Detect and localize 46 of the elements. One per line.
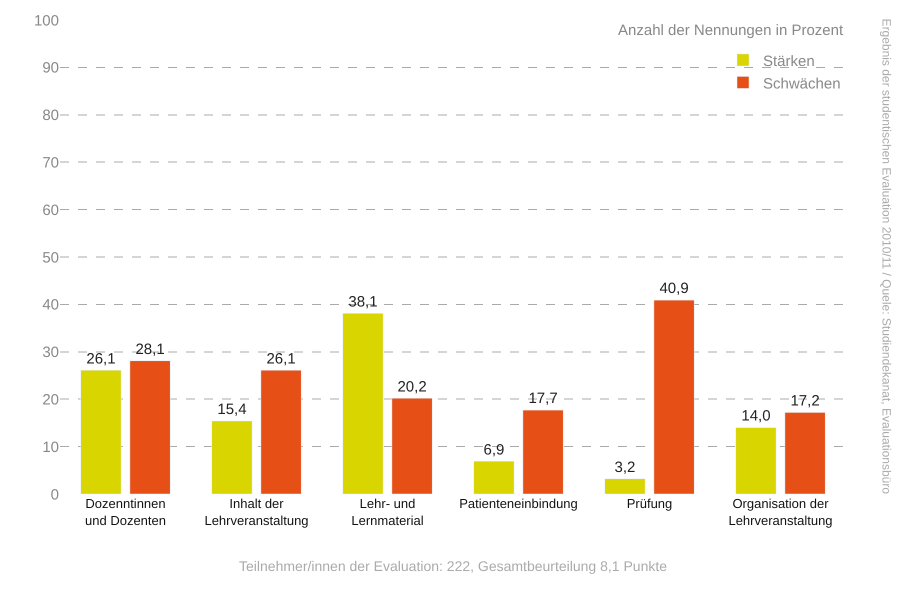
annotation: Anzahl der Nennungen in Prozent bbox=[618, 22, 844, 39]
y-tick-label: 40 bbox=[42, 296, 59, 314]
data-label: 17,2 bbox=[790, 392, 820, 410]
x-tick-label: Prüfung bbox=[626, 496, 672, 511]
bar bbox=[392, 398, 432, 494]
data-label: 28,1 bbox=[135, 340, 165, 358]
y-tick-label: 0 bbox=[50, 486, 59, 504]
data-label: 26,1 bbox=[86, 350, 116, 368]
x-tick-label: Dozenntinnen und Dozenten bbox=[85, 496, 166, 528]
x-tick-label: Patienteneinbindung bbox=[459, 496, 578, 511]
data-label: 3,2 bbox=[614, 458, 636, 476]
y-tick-label: 50 bbox=[42, 249, 59, 266]
data-label: 17,7 bbox=[528, 390, 558, 408]
data-label: 38,1 bbox=[348, 293, 378, 310]
y-tick-label: 80 bbox=[42, 107, 59, 124]
legend-label: Stärken bbox=[763, 52, 815, 70]
data-label: 15,4 bbox=[217, 401, 247, 418]
y-tick-label: 60 bbox=[42, 202, 59, 219]
y-tick-label: 30 bbox=[42, 344, 59, 362]
y-tick-label: 10 bbox=[42, 438, 59, 456]
bar bbox=[342, 313, 384, 494]
bar bbox=[212, 420, 252, 494]
bar bbox=[474, 461, 514, 494]
legend-label: Schwächen bbox=[763, 75, 841, 92]
bar bbox=[604, 478, 646, 494]
y-tick-label: 20 bbox=[42, 391, 59, 408]
data-label: 6,9 bbox=[484, 441, 504, 458]
x-tick-label: Lehr- und Lernmaterial bbox=[351, 496, 424, 528]
bar bbox=[260, 370, 302, 494]
y-tick-label: 90 bbox=[42, 60, 59, 77]
data-label: 26,1 bbox=[266, 350, 296, 368]
text: Ergebnis der studentischen Evaluation 2010/11 / Quele: Studiendekanat, Evaluationsbüro bbox=[879, 18, 894, 494]
bar bbox=[654, 300, 694, 494]
bar bbox=[130, 360, 170, 494]
data-label: 40,9 bbox=[659, 280, 689, 298]
bar bbox=[522, 410, 564, 494]
bar bbox=[80, 370, 122, 494]
bar bbox=[736, 427, 776, 494]
y-tick-label: 70 bbox=[42, 154, 59, 172]
data-label: 20,2 bbox=[397, 378, 427, 396]
x-tick-label: Organisation der Lehrveranstaltung bbox=[728, 496, 833, 528]
text: Teilnehmer/innen der Evaluation: 222, Gesamtbeurteilung 8,1 Punkte bbox=[239, 558, 668, 574]
x-tick-label: Inhalt der Lehrveranstaltung bbox=[204, 496, 309, 528]
bar bbox=[784, 412, 826, 494]
data-label: 14,0 bbox=[741, 408, 771, 425]
y-tick-label: 100 bbox=[34, 12, 59, 30]
